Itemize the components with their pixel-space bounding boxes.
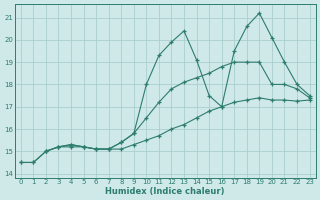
X-axis label: Humidex (Indice chaleur): Humidex (Indice chaleur) [106, 187, 225, 196]
